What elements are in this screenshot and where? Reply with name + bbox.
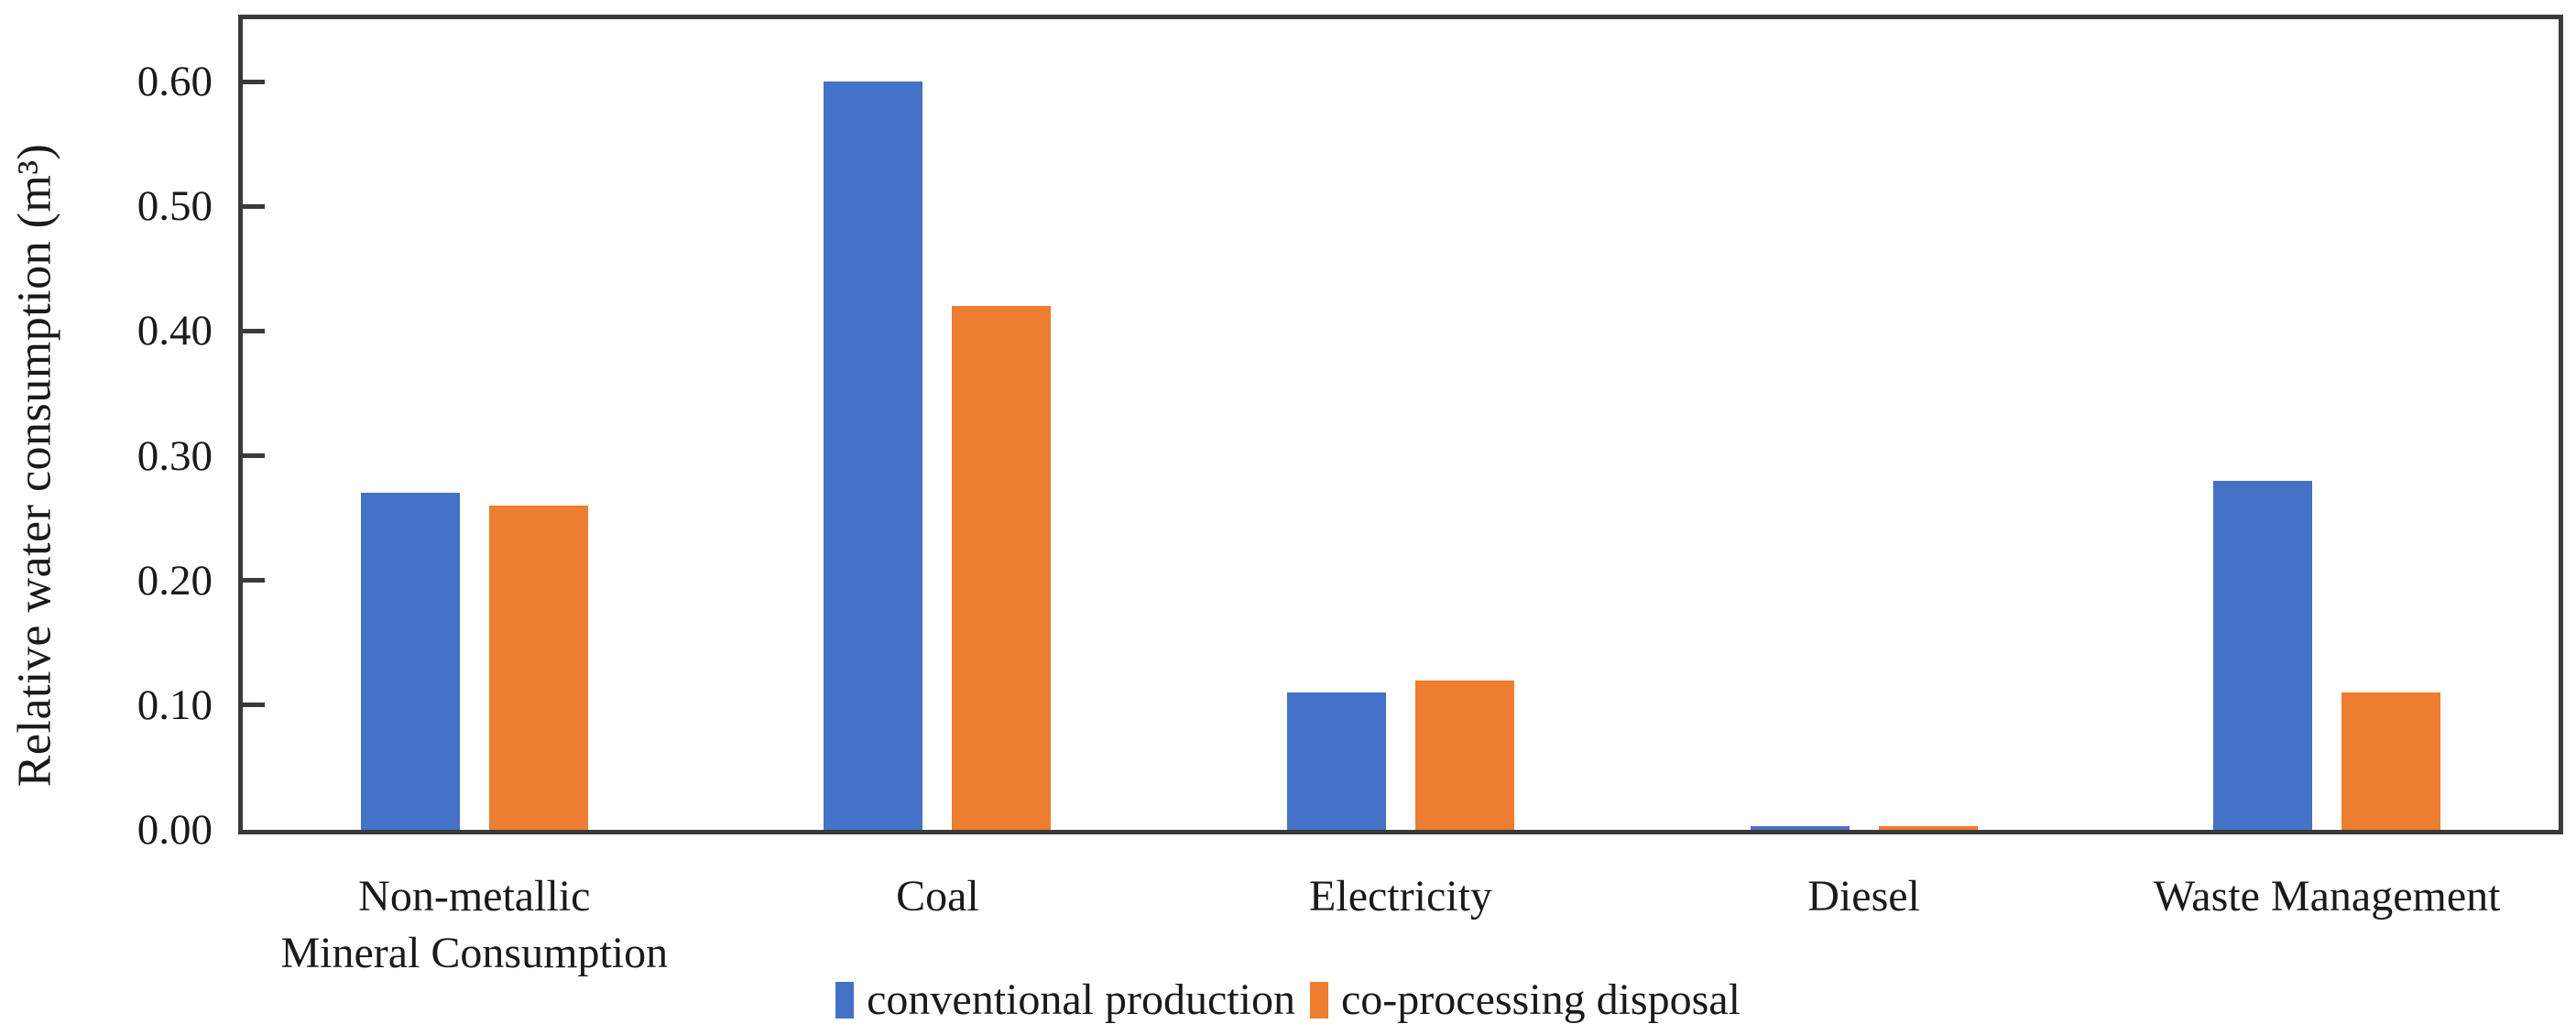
legend-label: co-processing disposal [1340, 975, 1741, 1024]
y-tick-label: 0.50 [136, 182, 213, 231]
legend: conventional production co-processing dis… [0, 973, 2576, 1028]
category-label-line: Non-metallic [358, 872, 591, 921]
category-label: Non-metallic Mineral Consumption [243, 868, 706, 982]
y-tick-label: 0.30 [136, 431, 213, 480]
bar [1414, 680, 1514, 830]
category-label: Waste Management [2095, 868, 2559, 982]
y-axis-tick [243, 453, 265, 459]
category-band [1632, 19, 2096, 830]
y-axis-tick [243, 203, 265, 209]
y-tick-label: 0.60 [136, 58, 213, 106]
category-label: Diesel [1632, 868, 2096, 982]
category-label-line: Coal [896, 872, 979, 921]
bar [1750, 825, 1850, 830]
bar [488, 506, 588, 830]
bar [1878, 825, 1978, 830]
category-band [1169, 19, 1632, 830]
y-axis-tick [243, 79, 265, 84]
category-label-line: Diesel [1807, 872, 1920, 921]
bar [2213, 480, 2313, 830]
bar [1286, 692, 1386, 830]
plot-area [238, 15, 2563, 834]
category-band [243, 19, 706, 830]
bar [952, 306, 1052, 830]
y-axis-tick [243, 703, 265, 708]
category-band [2095, 19, 2559, 830]
category-band [706, 19, 1170, 830]
y-tick-label: 0.40 [136, 307, 213, 355]
category-label-line: Waste Management [2153, 872, 2501, 921]
y-tick-label: 0.00 [136, 806, 213, 854]
category-label-line: Mineral Consumption [280, 929, 669, 977]
bar [360, 493, 460, 830]
legend-item: co-processing disposal [1309, 973, 1741, 1028]
category-label: Coal [706, 868, 1170, 982]
y-axis-tick [243, 328, 265, 333]
y-tick-label: 0.20 [136, 556, 213, 605]
legend-item: conventional production [835, 973, 1295, 1028]
category-label-line: Electricity [1309, 872, 1492, 921]
y-axis-title: Relative water consumption (m³) [8, 143, 61, 788]
legend-swatch [835, 982, 855, 1019]
category-label: Electricity [1169, 868, 1632, 982]
bar [2341, 692, 2441, 830]
legend-swatch [1309, 982, 1328, 1019]
bar [824, 82, 923, 830]
x-axis-labels: Non-metallic Mineral Consumption Coal Elect… [243, 868, 2559, 982]
plot-inner [243, 19, 2559, 830]
y-tick-label: 0.10 [136, 681, 213, 729]
legend-label: conventional production [867, 975, 1295, 1024]
y-axis-tick [243, 578, 265, 583]
